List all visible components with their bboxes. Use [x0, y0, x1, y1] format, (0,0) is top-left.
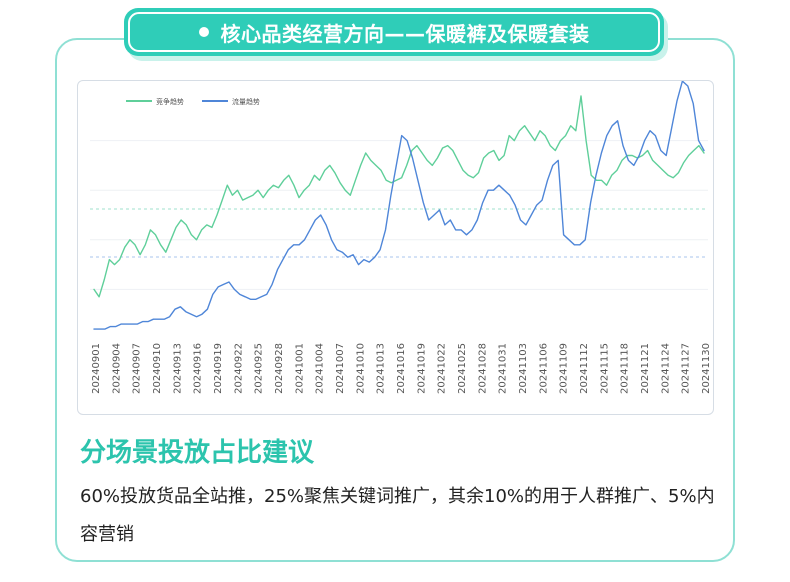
x-tick-label: 20241028: [477, 343, 488, 394]
series-line-1: [93, 95, 705, 298]
section-title: 分场景投放占比建议: [80, 438, 315, 468]
x-tick-label: 20240910: [152, 343, 163, 394]
x-tick-label: 20241016: [396, 343, 407, 394]
x-tick-label: 20241022: [437, 343, 448, 394]
x-tick-label: 20241019: [416, 343, 427, 394]
x-tick-label: 20240928: [274, 343, 285, 394]
x-tick-label: 20241031: [498, 343, 509, 394]
x-tick-label: 20241109: [559, 343, 570, 394]
x-tick-label: 20241127: [681, 343, 692, 394]
x-tick-label: 20240904: [111, 343, 122, 394]
x-tick-label: 20241001: [294, 343, 305, 394]
legend-label-1: 竞争趋势: [156, 97, 184, 106]
series-line-2: [93, 81, 705, 330]
x-tick-label: 20241121: [640, 343, 651, 394]
x-tick-label: 20241010: [355, 343, 366, 394]
banner-title: 核心品类经营方向——保暖裤及保暖套装: [220, 21, 590, 46]
title-banner-frame: 核心品类经营方向——保暖裤及保暖套装: [128, 12, 660, 52]
trend-chart-svg: 竞争趋势 流量趋势 20240901 20240904 20240907 20240910…: [90, 81, 712, 394]
x-tick-label: 20240919: [213, 343, 224, 394]
x-tick-label: 20241124: [660, 343, 671, 394]
x-tick-label: 20241004: [315, 343, 326, 394]
x-tick-label: 20241007: [335, 343, 346, 394]
trend-chart: 竞争趋势 流量趋势 20240901 20240904 20240907 20240910…: [77, 80, 714, 415]
legend-label-2: 流量趋势: [232, 97, 260, 106]
x-tick-label: 20241115: [599, 343, 610, 394]
x-tick-label: 20240901: [91, 343, 102, 394]
x-tick-label: 20240907: [132, 343, 143, 394]
x-tick-label: 20241013: [376, 343, 387, 394]
bullet-dot-icon: [198, 27, 209, 37]
section-body: 60%投放货品全站推，25%聚焦关键词推广，其余10%的用于人群推广、5%内容营…: [80, 486, 715, 545]
title-banner: 核心品类经营方向——保暖裤及保暖套装: [124, 8, 664, 56]
x-tick-label: 20241103: [518, 343, 529, 394]
x-tick-label: 20240913: [172, 343, 183, 394]
x-tick-label: 20241106: [538, 343, 549, 394]
x-tick-label: 20241118: [620, 343, 631, 394]
x-tick-label: 20241112: [579, 343, 590, 394]
x-tick-label: 20241130: [701, 343, 712, 394]
x-tick-label: 20240916: [193, 343, 204, 394]
x-tick-label: 20241025: [457, 343, 468, 394]
x-tick-label: 20240922: [233, 343, 244, 394]
x-tick-label: 20240925: [254, 343, 265, 394]
